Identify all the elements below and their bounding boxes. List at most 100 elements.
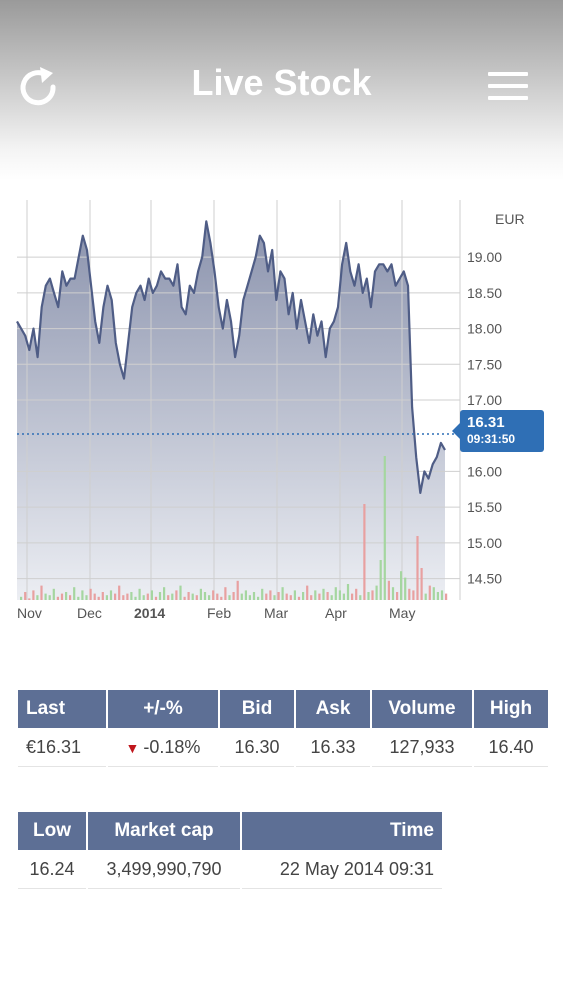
volume-bar: [420, 568, 423, 600]
volume-bar: [338, 590, 341, 600]
volume-bar: [150, 590, 153, 600]
volume-bar: [154, 596, 158, 600]
volume-bar: [142, 595, 145, 600]
volume-bar: [387, 580, 390, 600]
volume-bar: [355, 588, 358, 600]
volume-bar: [436, 592, 439, 600]
volume-bar: [428, 585, 431, 600]
y-tick-label: 15.00: [467, 535, 502, 551]
volume-bar: [404, 577, 407, 600]
volume-bars: [20, 456, 448, 600]
volume-bar: [367, 592, 370, 600]
volume-bar: [396, 592, 399, 600]
price-line: [16, 220, 446, 494]
down-arrow-icon: ▼: [125, 739, 140, 756]
bid-value: 16.30: [220, 728, 294, 767]
volume-bar: [310, 595, 313, 600]
high-value: 16.40: [474, 728, 548, 767]
col-volume: Volume: [372, 690, 472, 728]
volume-bar: [48, 595, 51, 600]
volume-bar: [130, 592, 133, 600]
col-high: High: [474, 690, 548, 728]
volume-bar: [171, 593, 174, 600]
current-price-tag: 16.31 09:31:50: [452, 410, 544, 452]
volume-bar: [191, 593, 194, 600]
x-tick-label: Dec: [77, 605, 102, 621]
volume-bar: [65, 592, 68, 600]
volume-bar: [89, 588, 92, 600]
volume-bar: [179, 585, 182, 600]
volume-bar: [412, 590, 415, 600]
y-tick-label: 14.50: [467, 571, 502, 587]
market-cap-value: 3,499,990,790: [88, 850, 240, 889]
low-value: 16.24: [18, 850, 86, 889]
app-title: Live Stock: [191, 62, 372, 103]
volume-bar: [363, 504, 366, 600]
volume-bar: [432, 587, 435, 600]
volume-bar: [346, 584, 350, 600]
volume-bar: [248, 595, 251, 600]
volume-bar: [440, 590, 444, 600]
volume-bar: [24, 592, 27, 600]
volume-bar: [220, 596, 223, 600]
volume-bar: [146, 593, 149, 600]
volume-bar: [445, 593, 448, 600]
volume-bar: [73, 587, 76, 600]
volume-bar: [330, 595, 333, 600]
volume-bar: [351, 593, 354, 600]
x-tick-label: Feb: [207, 605, 231, 621]
col-bid: Bid: [220, 690, 294, 728]
col-time: Time: [242, 812, 442, 850]
volume-value: 127,933: [372, 728, 472, 767]
volume-bar: [228, 595, 231, 600]
y-tick-label: 15.50: [467, 499, 502, 515]
currency-label: EUR: [495, 211, 525, 227]
volume-bar: [326, 592, 329, 600]
volume-bar: [97, 596, 100, 600]
volume-bar: [265, 593, 268, 600]
volume-bar: [138, 588, 141, 600]
volume-bar: [400, 571, 403, 600]
volume-bar: [212, 590, 215, 600]
stock-chart-svg: EUR 19.00 18.50 18.00 17.50 17.00 16.00 15.50 1…: [16, 200, 525, 621]
volume-bar: [126, 593, 129, 600]
volume-bar: [52, 588, 55, 600]
refresh-button[interactable]: [18, 63, 58, 107]
volume-bar: [371, 590, 374, 600]
volume-bar: [101, 592, 104, 600]
volume-bar: [105, 595, 108, 600]
info-table: Low Market cap Time 16.24 3,499,990,790 …: [16, 812, 444, 889]
stock-chart[interactable]: EUR 19.00 18.50 18.00 17.50 17.00 16.00 15.50 1…: [0, 200, 563, 630]
volume-bar: [240, 593, 243, 600]
volume-bar: [44, 593, 47, 600]
volume-bar: [302, 592, 305, 600]
volume-bar: [69, 595, 72, 600]
volume-bar: [208, 595, 211, 600]
col-ask: Ask: [296, 690, 370, 728]
volume-bar: [416, 536, 419, 600]
volume-bar: [232, 592, 235, 600]
time-value: 22 May 2014 09:31: [242, 850, 442, 889]
volume-bar: [60, 593, 64, 600]
ask-value: 16.33: [296, 728, 370, 767]
y-tick-label: 18.50: [467, 285, 502, 301]
volume-bar: [167, 595, 170, 600]
volume-bar: [375, 585, 378, 600]
volume-bar: [20, 596, 23, 600]
volume-bar: [281, 587, 284, 600]
volume-bar: [77, 596, 80, 600]
volume-bar: [224, 587, 227, 600]
volume-bar: [175, 590, 178, 600]
volume-bar: [36, 595, 39, 600]
volume-bar: [158, 592, 162, 600]
volume-bar: [56, 596, 59, 600]
x-tick-label: May: [389, 605, 415, 621]
y-tick-label: 19.00: [467, 249, 502, 265]
volume-bar: [93, 593, 96, 600]
menu-button[interactable]: [488, 72, 528, 100]
x-tick-label: Nov: [17, 605, 42, 621]
volume-bar: [277, 592, 280, 600]
volume-bar: [306, 585, 309, 600]
volume-bar: [85, 595, 88, 600]
volume-bar: [379, 560, 382, 600]
